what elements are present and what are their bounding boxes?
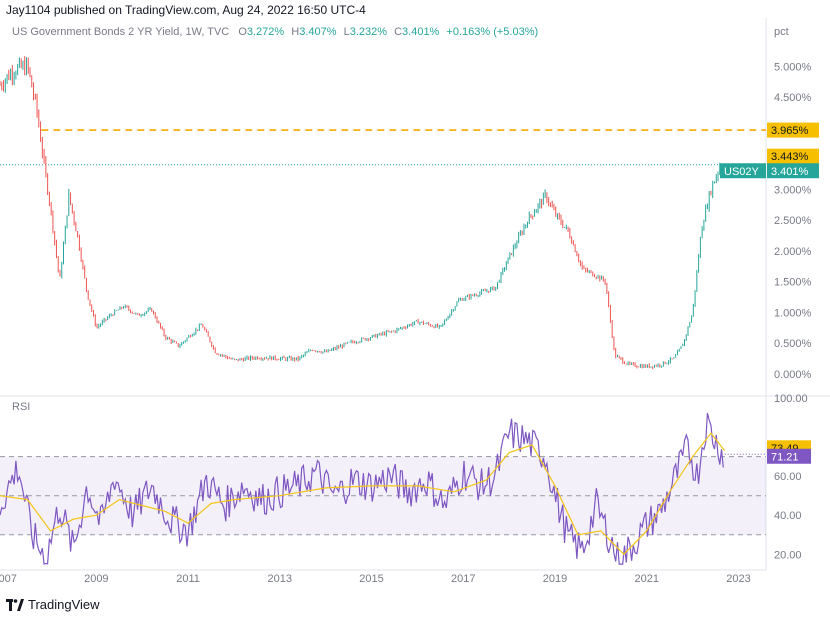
- footer-brand[interactable]: TradingView: [6, 597, 100, 612]
- legend-open-label: O: [238, 26, 247, 38]
- symbol-tag-text: US02Y: [724, 166, 760, 178]
- rsi-value-tag: 71.21: [767, 448, 811, 464]
- price-axis-unit: pct: [774, 26, 789, 38]
- time-tick-label: 2019: [543, 573, 567, 585]
- legend-high: 3.407%: [299, 26, 337, 38]
- legend-open: 3.272%: [247, 26, 285, 38]
- price-tick-label: 0.000%: [774, 369, 812, 381]
- last-price-tag-text: 3.401%: [771, 166, 809, 178]
- legend-close: 3.401%: [402, 26, 440, 38]
- last-price-tag-bg: [767, 163, 819, 179]
- legend-line: US Government Bonds 2 YR Yield, 1W, TVC …: [12, 26, 538, 38]
- level-tag-bg: [767, 122, 819, 138]
- level-tag: 3.965%: [767, 122, 819, 138]
- price-tick-label: 0.500%: [774, 338, 812, 350]
- rsi-ma-line: [0, 432, 726, 556]
- rsi-levels: [0, 456, 766, 536]
- time-tick-label: 2017: [451, 573, 475, 585]
- price-axis-ticks: 0.000% 0.500% 1.000% 1.500% 2.000% 2.500% 3.00…: [774, 61, 812, 380]
- legend-high-label: H: [291, 26, 299, 38]
- rsi-tick-label: 40.00: [774, 510, 802, 522]
- legend-close-label: C: [394, 26, 402, 38]
- price-tick-label: 3.000%: [774, 184, 812, 196]
- symbol-tag-bg: [720, 163, 766, 179]
- time-tick-label: 2021: [635, 573, 659, 585]
- time-tick-label: 2011: [176, 573, 200, 585]
- rsi-series: [0, 412, 726, 565]
- legend-low-label: L: [344, 26, 350, 38]
- tradingview-logo-icon: [6, 598, 24, 611]
- time-tick-label: 2013: [268, 573, 292, 585]
- rsi-tick-label: 60.00: [774, 471, 802, 483]
- price-tick-label: 5.000%: [774, 61, 812, 73]
- last-price-tag: US02Y 3.401%: [720, 163, 819, 179]
- footer-brand-text: TradingView: [28, 597, 100, 612]
- publish-header: Jay1104 published on TradingView.com, Au…: [6, 3, 366, 17]
- yellow-tag-text: 3.443%: [771, 151, 809, 163]
- rsi-axis-ticks: 20.00 40.00 60.00 100.00: [774, 393, 808, 561]
- legend-symbol: US Government Bonds 2 YR Yield, 1W, TVC: [12, 26, 229, 38]
- legend-change: +0.163% (+5.03%): [446, 26, 538, 38]
- rsi-tag-bg: [767, 448, 811, 464]
- time-tick-label: 2015: [359, 573, 383, 585]
- price-tick-label: 2.000%: [774, 246, 812, 258]
- yellow-tag-bg: [767, 148, 819, 164]
- price-tick-label: 2.500%: [774, 215, 812, 227]
- time-axis-ticks: 2007 2009 2011 2013 2015 2017 2019 2021 2023: [0, 573, 751, 585]
- time-tick-label: 2007: [0, 573, 17, 585]
- price-tick-label: 4.500%: [774, 92, 812, 104]
- price-tick-label: 1.500%: [774, 277, 812, 289]
- time-tick-label: 2009: [84, 573, 108, 585]
- level-tag-text: 3.965%: [771, 125, 809, 137]
- rsi-tick-label: 20.00: [774, 549, 802, 561]
- price-tick-label: 1.000%: [774, 307, 812, 319]
- rsi-line: [0, 412, 724, 565]
- rsi-tick-label: 100.00: [774, 393, 808, 405]
- rsi-pane-label: RSI: [12, 401, 30, 413]
- price-series: [0, 56, 721, 370]
- time-tick-label: 2023: [726, 573, 750, 585]
- yellow-price-tag: 3.443%: [767, 148, 819, 164]
- legend-low: 3.232%: [350, 26, 388, 38]
- rsi-tag-text: 71.21: [771, 451, 799, 463]
